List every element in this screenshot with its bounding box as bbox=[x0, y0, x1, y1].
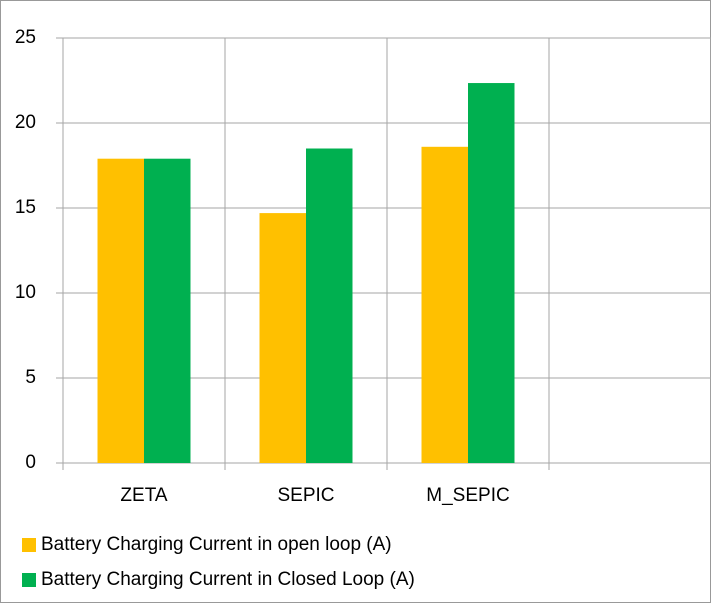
y-tick-label: 10 bbox=[15, 282, 36, 303]
bar bbox=[468, 83, 515, 464]
y-tick-label: 20 bbox=[15, 112, 36, 133]
bar bbox=[306, 148, 353, 463]
x-tick-label: SEPIC bbox=[277, 485, 334, 506]
y-tick-label: 5 bbox=[25, 367, 36, 388]
y-tick-label: 0 bbox=[25, 452, 36, 473]
bar bbox=[144, 158, 191, 463]
legend-label: Battery Charging Current in open loop (A… bbox=[41, 534, 392, 555]
legend-swatch bbox=[22, 538, 36, 552]
bar bbox=[259, 213, 306, 463]
bar bbox=[97, 158, 144, 463]
y-tick-label: 25 bbox=[15, 27, 36, 48]
bar bbox=[421, 146, 468, 464]
x-tick-label: ZETA bbox=[120, 485, 167, 506]
legend-swatch bbox=[22, 573, 36, 587]
x-tick-label: M_SEPIC bbox=[426, 485, 509, 506]
y-tick-label: 15 bbox=[15, 197, 36, 218]
legend-label: Battery Charging Current in Closed Loop … bbox=[41, 569, 415, 590]
